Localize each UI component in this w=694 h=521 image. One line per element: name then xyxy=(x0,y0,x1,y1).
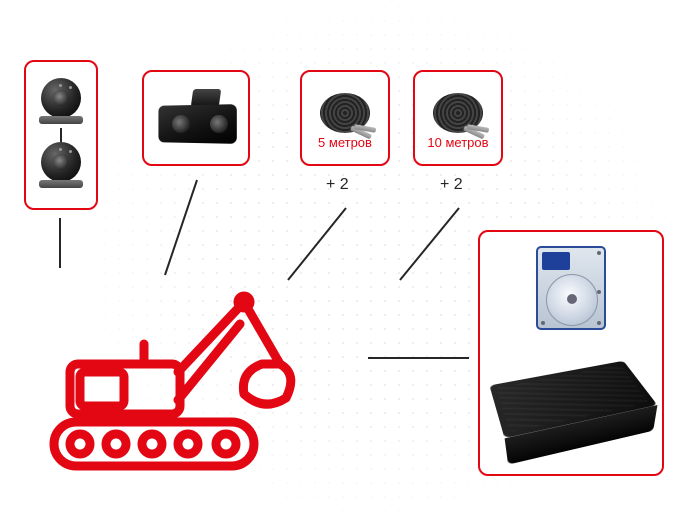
dual-camera-box xyxy=(142,70,250,166)
dual-camera-icon xyxy=(154,89,238,147)
dome-camera-link-icon xyxy=(60,128,62,142)
cable-coil-icon xyxy=(433,93,483,133)
excavator-icon xyxy=(44,272,304,482)
dvr-icon xyxy=(489,361,657,439)
cable-coil-icon xyxy=(320,93,370,133)
cable-10m-qty: + 2 xyxy=(440,176,463,194)
hdd-icon xyxy=(536,246,606,330)
dvr-hdd-box xyxy=(478,230,664,476)
cable-5m-qty: + 2 xyxy=(326,176,349,194)
dome-camera-icon xyxy=(37,146,85,188)
cable-10m-box: 10 метров xyxy=(413,70,503,166)
dome-cameras-box xyxy=(24,60,98,210)
cable-5m-box: 5 метров xyxy=(300,70,390,166)
dome-camera-icon xyxy=(37,82,85,124)
